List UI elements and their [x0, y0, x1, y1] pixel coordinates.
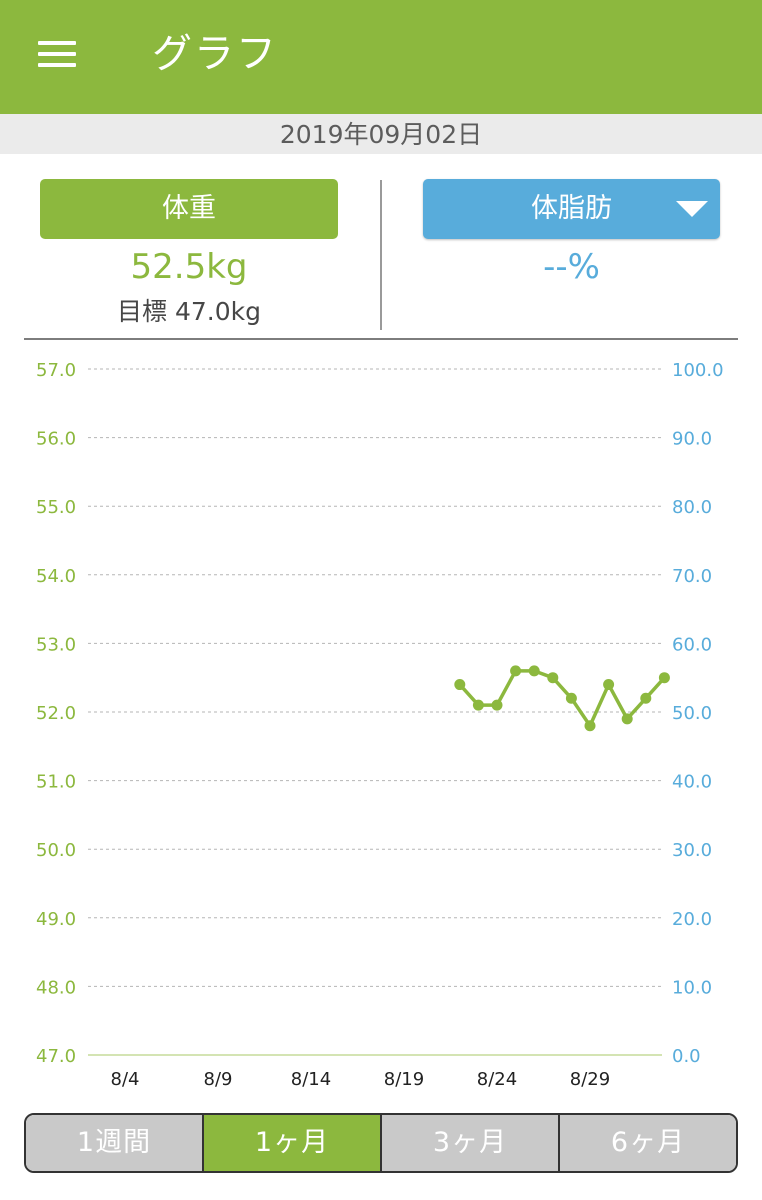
page-title: グラフ [152, 31, 278, 77]
weight-button[interactable]: 体重 [40, 179, 338, 239]
triangle-down-icon [676, 201, 708, 217]
y-right-tick-label: 30.0 [672, 840, 712, 861]
body-fat-value: --% [543, 247, 600, 287]
y-right-tick-label: 0.0 [672, 1046, 701, 1067]
weight-chart: 57.0 100.0 56.0 90.0 55.0 80.0 54.0 70.0 53.0 60.… [0, 345, 762, 1105]
y-right-tick-label: 70.0 [672, 566, 712, 587]
y-right-tick-label: 60.0 [672, 634, 712, 655]
weight-data-point [603, 679, 615, 691]
weight-data-point [658, 672, 670, 684]
y-left-tick-label: 57.0 [36, 360, 76, 381]
weight-value: 52.5kg [130, 247, 248, 287]
current-date: 2019年09月02日 [0, 114, 762, 154]
y-left-tick-label: 55.0 [36, 497, 76, 518]
stat-divider [380, 180, 382, 330]
x-tick-label: 8/24 [477, 1069, 517, 1090]
weight-data-point [454, 679, 466, 691]
section-divider [24, 338, 738, 340]
body-fat-label: 体脂肪 [531, 193, 612, 224]
x-tick-label: 8/19 [384, 1069, 424, 1090]
period-tab-3-months[interactable]: 3ヶ月 [380, 1115, 558, 1171]
x-tick-label: 8/14 [291, 1069, 331, 1090]
y-left-tick-label: 56.0 [36, 429, 76, 450]
y-left-tick-label: 47.0 [36, 1046, 76, 1067]
weight-data-point [528, 665, 540, 677]
y-right-tick-label: 90.0 [672, 429, 712, 450]
y-right-tick-label: 10.0 [672, 977, 712, 998]
weight-data-point [621, 713, 633, 725]
weight-data-point [565, 692, 577, 704]
y-left-tick-label: 49.0 [36, 909, 76, 930]
period-tab-1-month[interactable]: 1ヶ月 [202, 1115, 380, 1171]
y-left-tick-label: 50.0 [36, 840, 76, 861]
weight-data-point [640, 692, 652, 704]
y-right-tick-label: 20.0 [672, 909, 712, 930]
y-right-tick-label: 80.0 [672, 497, 712, 518]
y-left-tick-label: 53.0 [36, 634, 76, 655]
x-tick-label: 8/29 [570, 1069, 610, 1090]
weight-data-point [584, 720, 596, 732]
weight-chart-svg: 57.0 100.0 56.0 90.0 55.0 80.0 54.0 70.0 53.0 60.… [36, 360, 724, 1090]
weight-data-point [491, 699, 503, 711]
goal-weight: 目標 47.0kg [117, 297, 261, 326]
y-right-tick-label: 40.0 [672, 772, 712, 793]
x-tick-label: 8/4 [111, 1069, 140, 1090]
y-right-tick-label: 50.0 [672, 703, 712, 724]
weight-data-point [472, 699, 484, 711]
weight-data-point [510, 665, 522, 677]
period-tab-1-week[interactable]: 1週間 [26, 1115, 202, 1171]
y-left-tick-label: 51.0 [36, 772, 76, 793]
body-fat-dropdown[interactable]: 体脂肪 [423, 179, 720, 239]
weight-series-line [458, 669, 666, 728]
y-left-tick-label: 52.0 [36, 703, 76, 724]
period-selector: 1週間 1ヶ月 3ヶ月 6ヶ月 [24, 1113, 738, 1173]
app-bar: グラフ [0, 0, 762, 114]
x-tick-label: 8/9 [204, 1069, 233, 1090]
y-right-tick-label: 100.0 [672, 360, 724, 381]
y-left-tick-label: 48.0 [36, 977, 76, 998]
y-left-tick-label: 54.0 [36, 566, 76, 587]
period-tab-6-months[interactable]: 6ヶ月 [558, 1115, 736, 1171]
weight-data-point [547, 672, 559, 684]
hamburger-menu-icon[interactable] [36, 36, 80, 72]
